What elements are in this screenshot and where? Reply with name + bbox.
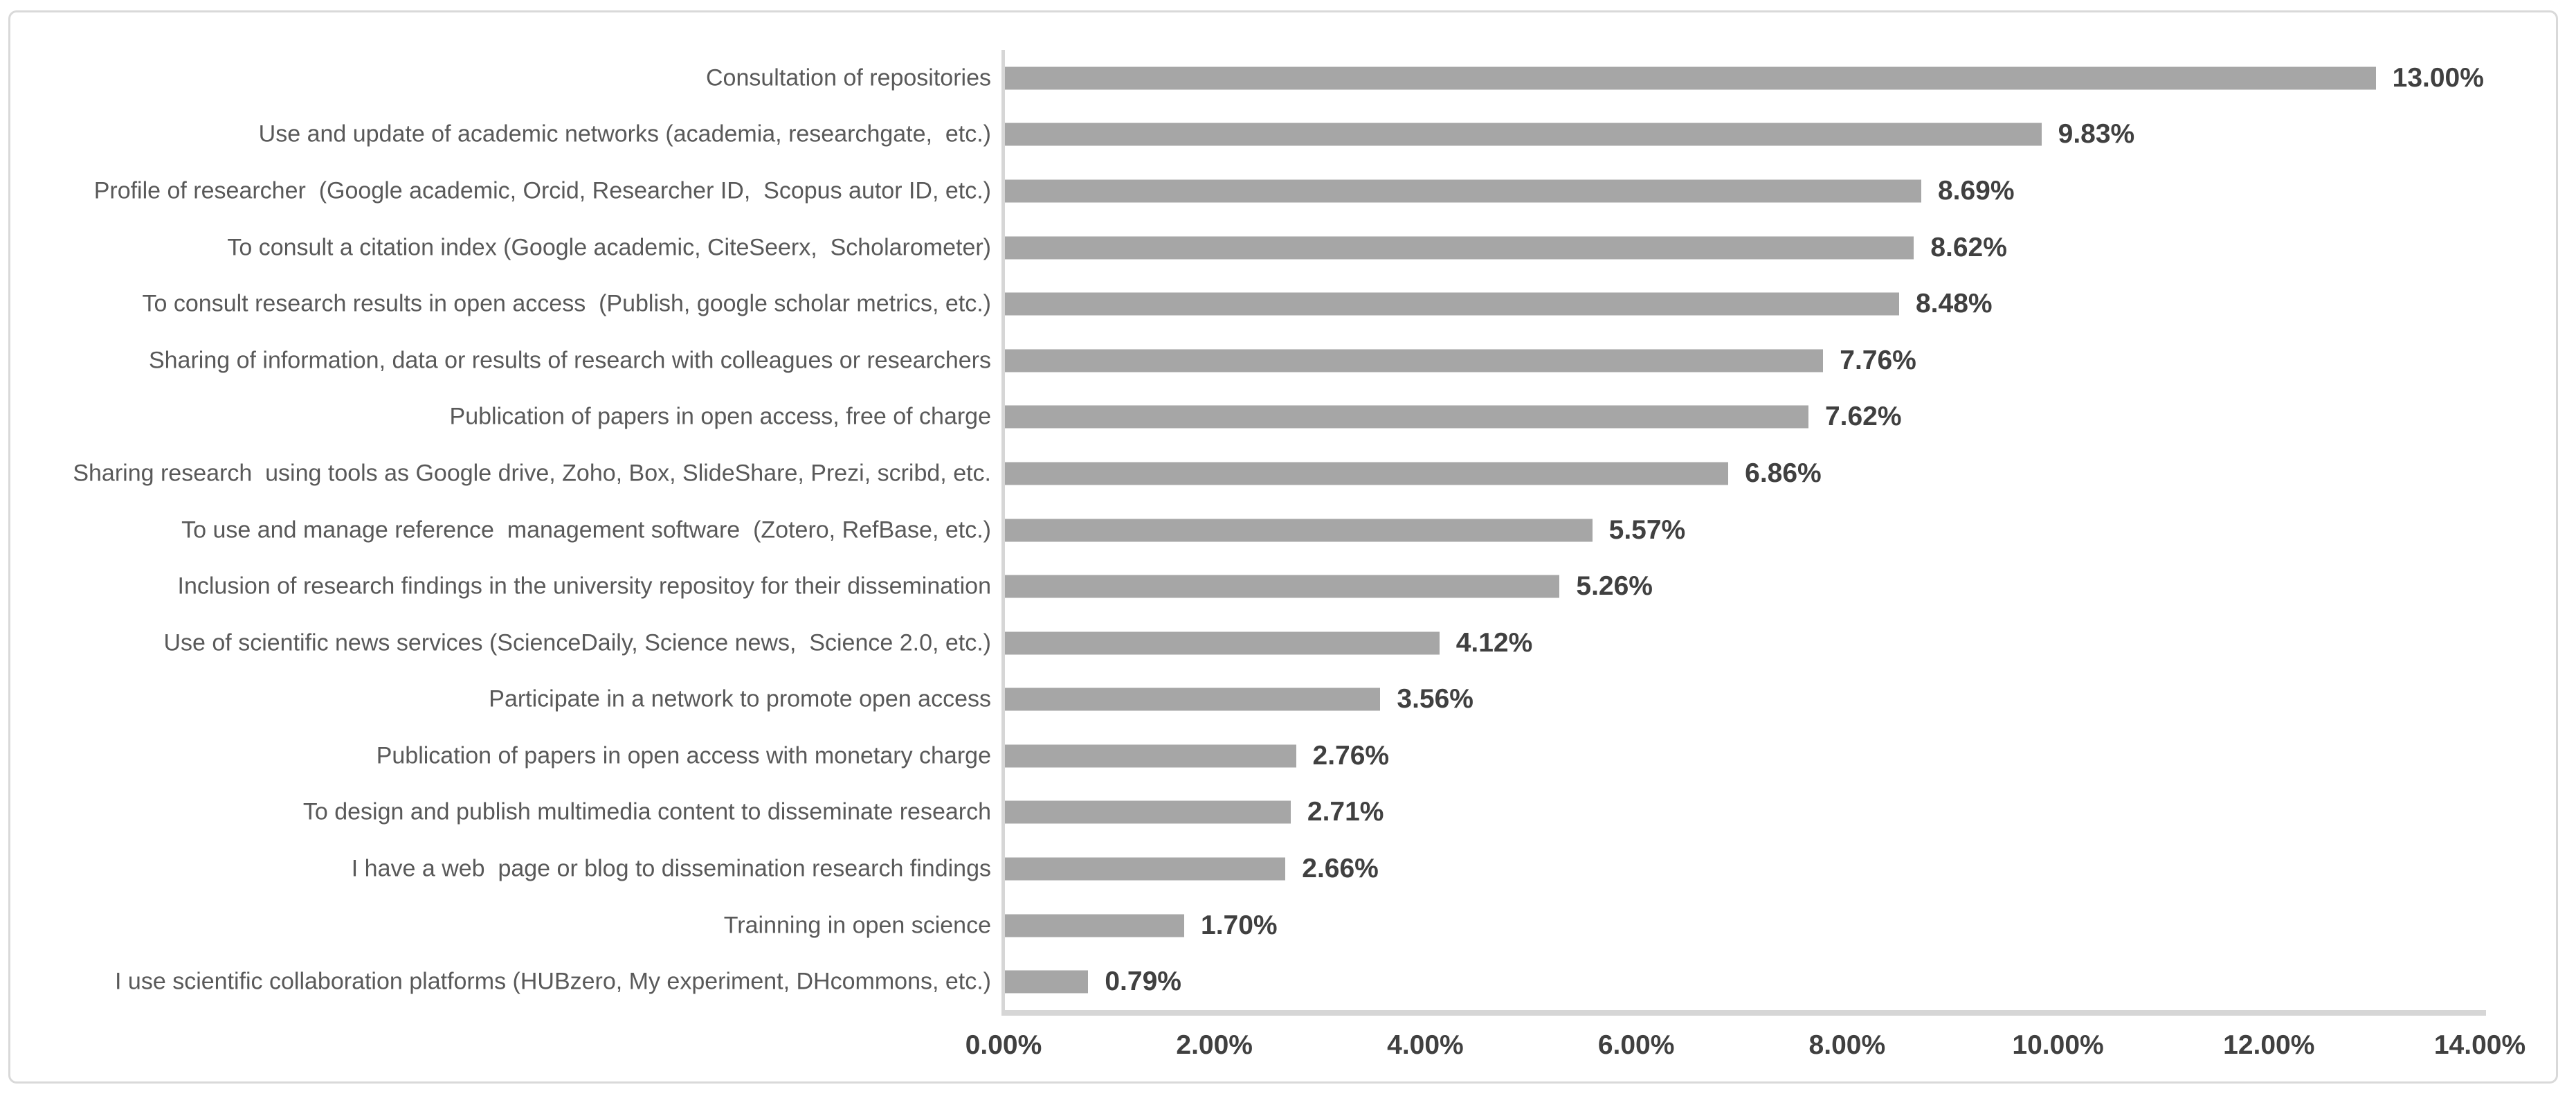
category-label: Publication of papers in open access wit… xyxy=(376,742,991,769)
value-label: 9.83% xyxy=(2058,119,2135,150)
bar xyxy=(1005,857,1286,881)
chart-border xyxy=(8,10,2558,1084)
category-label: Use of scientific news services (Science… xyxy=(163,629,991,656)
category-label: To design and publish multimedia content… xyxy=(302,798,991,825)
bar xyxy=(1005,462,1729,485)
value-label: 8.62% xyxy=(1930,232,2007,262)
value-label: 2.71% xyxy=(1307,797,1384,827)
bar xyxy=(1005,631,1440,655)
value-axis-tick-label: 4.00% xyxy=(1387,1030,1464,1060)
value-label: 6.86% xyxy=(1745,458,1822,488)
bar xyxy=(1005,970,1089,994)
category-label: Sharing research using tools as Google d… xyxy=(73,460,991,487)
bar xyxy=(1005,519,1593,541)
value-axis-line xyxy=(1001,1010,2486,1016)
bar xyxy=(1005,575,1560,598)
category-label: I use scientific collaboration platforms… xyxy=(115,968,991,995)
value-label: 1.70% xyxy=(1201,910,1278,940)
category-label: To consult a citation index (Google acad… xyxy=(227,233,991,260)
bar xyxy=(1005,123,2042,146)
value-axis-tick-label: 8.00% xyxy=(1808,1030,1886,1060)
value-label: 7.62% xyxy=(1824,402,1902,432)
value-label: 5.57% xyxy=(1608,514,1686,545)
bar xyxy=(1005,405,1808,429)
bar xyxy=(1005,349,1824,372)
value-label: 13.00% xyxy=(2392,62,2484,93)
category-label: Trainning in open science xyxy=(723,911,991,938)
category-label: To use and manage reference management s… xyxy=(181,516,991,543)
category-label: Participate in a network to promote open… xyxy=(489,685,991,712)
category-label: Sharing of information, data or results … xyxy=(148,347,991,374)
value-label: 7.76% xyxy=(1840,345,1916,375)
value-label: 2.76% xyxy=(1312,740,1390,771)
category-label: I have a web page or blog to disseminati… xyxy=(351,855,991,882)
value-label: 2.66% xyxy=(1302,854,1379,884)
value-axis-tick-label: 6.00% xyxy=(1597,1030,1675,1060)
value-label: 8.69% xyxy=(1937,175,2015,206)
value-label: 8.48% xyxy=(1915,289,1993,319)
category-label: Publication of papers in open access, fr… xyxy=(449,403,991,430)
value-axis-tick-label: 0.00% xyxy=(965,1030,1042,1060)
value-label: 5.26% xyxy=(1576,571,1653,602)
bar xyxy=(1005,800,1291,824)
bar xyxy=(1005,66,2376,90)
value-axis-tick-label: 14.00% xyxy=(2433,1030,2526,1060)
value-axis-tick-label: 12.00% xyxy=(2223,1030,2315,1060)
category-label: To consult research results in open acce… xyxy=(142,290,991,317)
value-axis-tick-label: 2.00% xyxy=(1176,1030,1253,1060)
category-label: Consultation of repositories xyxy=(705,64,991,91)
value-label: 4.12% xyxy=(1455,627,1533,658)
bar xyxy=(1005,688,1381,711)
bar xyxy=(1005,179,1921,203)
value-axis-tick-label: 10.00% xyxy=(2012,1030,2104,1060)
bar xyxy=(1005,236,1914,260)
category-label: Use and update of academic networks (aca… xyxy=(258,120,991,147)
bar xyxy=(1005,292,1899,316)
category-label: Inclusion of research findings in the un… xyxy=(177,573,991,600)
category-label: Profile of researcher (Google academic, … xyxy=(93,177,991,204)
bar xyxy=(1005,914,1184,937)
value-label: 0.79% xyxy=(1105,967,1181,997)
value-label: 3.56% xyxy=(1397,684,1473,715)
category-axis-line xyxy=(1001,50,1005,1012)
bar xyxy=(1005,744,1296,768)
